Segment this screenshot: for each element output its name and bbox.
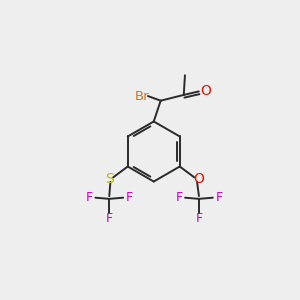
Text: O: O: [200, 84, 211, 98]
Text: F: F: [126, 191, 133, 204]
Text: Br: Br: [135, 90, 149, 103]
Text: F: F: [106, 212, 113, 226]
Text: F: F: [195, 212, 203, 226]
Text: F: F: [215, 191, 223, 204]
Text: S: S: [105, 172, 114, 186]
Text: F: F: [85, 191, 93, 204]
Text: F: F: [175, 191, 182, 204]
Text: O: O: [194, 172, 204, 186]
